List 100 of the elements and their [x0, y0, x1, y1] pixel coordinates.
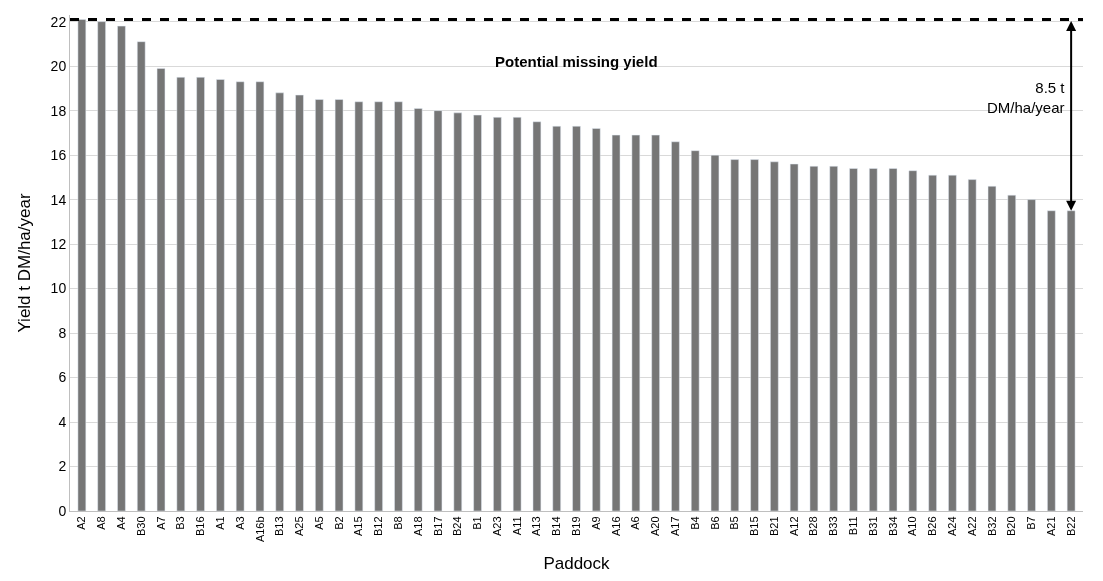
bar [611, 134, 621, 511]
bar [216, 79, 225, 511]
bar [97, 21, 106, 511]
bar [809, 166, 819, 511]
bar [592, 128, 601, 511]
x-tick-label: B1 [471, 516, 484, 530]
x-tick-label: B7 [1025, 516, 1038, 530]
y-tick-label: 12 [50, 235, 67, 252]
y-tick-label: 0 [58, 502, 67, 519]
bar [1047, 210, 1056, 511]
annotation: 8.5 t DM/ha/year [987, 79, 1066, 116]
x-tick-label: A1 [213, 516, 226, 530]
bar [532, 121, 542, 511]
bar [552, 125, 561, 511]
x-tick-label: B26 [926, 516, 939, 536]
bar [928, 174, 937, 511]
x-tick-label: B31 [866, 516, 879, 536]
x-tick-label: B15 [748, 516, 761, 536]
y-tick-label: 2 [58, 458, 67, 475]
bar [888, 168, 898, 511]
bar [512, 117, 522, 511]
bar [176, 77, 185, 511]
x-tick-label: A15 [352, 516, 365, 536]
bar [968, 179, 977, 511]
x-tick-label: B20 [1005, 516, 1018, 536]
y-tick-label: 18 [50, 102, 67, 119]
x-tick-label: A11 [510, 516, 523, 536]
bar [829, 166, 838, 511]
x-tick-label: A7 [154, 516, 167, 530]
bar [730, 159, 739, 511]
x-tick-label: B17 [431, 516, 444, 536]
y-tick-label: 10 [50, 280, 67, 297]
bar [117, 25, 126, 511]
x-tick-label: A2 [75, 516, 88, 530]
x-tick-label: B12 [372, 516, 385, 536]
x-tick-label: A16 [609, 516, 622, 536]
x-tick-label: A6 [629, 516, 642, 530]
y-tick-label: 14 [50, 191, 67, 208]
bar [295, 94, 304, 511]
bar [156, 68, 166, 511]
bar [334, 99, 344, 511]
x-tick-label: B5 [728, 516, 741, 530]
bar [235, 81, 245, 511]
bar [453, 112, 462, 511]
x-tick-label: B3 [174, 516, 187, 530]
x-tick-label: B16 [194, 516, 207, 536]
bar [315, 99, 324, 511]
x-tick-label: B22 [1064, 516, 1077, 536]
bar [374, 101, 383, 511]
x-tick-label: B13 [273, 516, 286, 536]
y-tick-label: 4 [58, 413, 67, 430]
bar [196, 77, 205, 511]
y-tick-label: 8 [58, 324, 67, 341]
x-tick-label: A12 [787, 516, 800, 536]
bar [1027, 199, 1036, 511]
x-tick-label: B6 [708, 516, 721, 530]
bar [651, 134, 660, 511]
x-tick-label: A18 [411, 516, 424, 536]
bar [869, 168, 878, 511]
x-tick-label: A22 [965, 516, 978, 536]
bar [671, 141, 680, 511]
x-tick-label: B11 [847, 516, 860, 536]
y-tick-label: 22 [50, 13, 67, 30]
x-tick-label: A9 [589, 516, 602, 530]
x-tick-label: A20 [649, 516, 662, 536]
bar [750, 159, 759, 511]
x-tick-label: A4 [115, 516, 128, 530]
x-tick-label: A5 [312, 516, 325, 530]
bar [770, 161, 779, 511]
bar [394, 101, 403, 511]
bar [691, 150, 700, 511]
bar [631, 134, 641, 511]
x-tick-label: B32 [985, 516, 998, 536]
bar [137, 41, 146, 511]
x-tick-label: A8 [95, 516, 108, 530]
x-tick-label: A21 [1044, 516, 1057, 536]
x-tick-label: B19 [570, 516, 583, 536]
x-tick-label: B28 [807, 516, 820, 536]
bar [1007, 194, 1016, 511]
x-tick-label: B21 [767, 516, 780, 536]
x-tick-label: A23 [490, 516, 503, 536]
x-tick-label: B34 [886, 516, 899, 536]
x-tick-label: A3 [233, 516, 246, 530]
x-tick-label: B4 [688, 516, 701, 530]
x-tick-label: A16b [253, 516, 266, 543]
x-tick-label: A24 [945, 516, 958, 536]
x-tick-label: B8 [392, 516, 405, 530]
bar [473, 114, 482, 511]
bar [572, 125, 581, 511]
y-tick-label: 6 [58, 369, 67, 386]
bar [433, 110, 443, 511]
x-tick-label: B30 [134, 516, 147, 536]
annotation: Potential missing yield [495, 53, 658, 70]
x-tick-label: B33 [827, 516, 840, 536]
bar [710, 154, 720, 511]
x-tick-label: B24 [451, 516, 464, 536]
bar [789, 163, 799, 511]
bar [255, 81, 265, 511]
bar [77, 19, 87, 511]
bar [987, 186, 997, 511]
